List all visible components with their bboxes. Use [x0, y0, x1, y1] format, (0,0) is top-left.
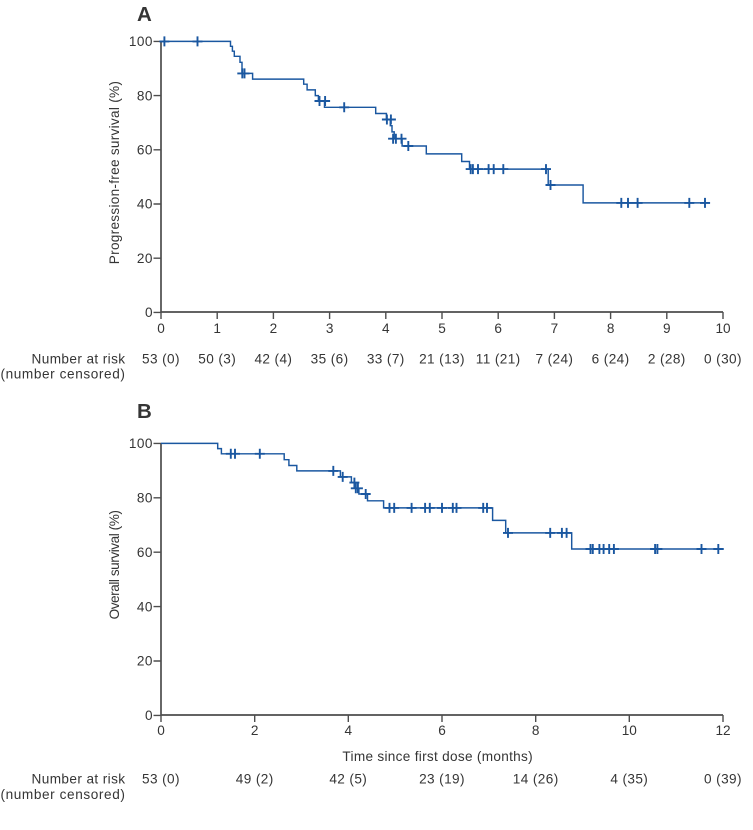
svg-text:100: 100 [129, 34, 153, 49]
svg-text:60: 60 [137, 545, 153, 560]
svg-text:49 (2): 49 (2) [236, 772, 274, 787]
svg-text:4: 4 [345, 723, 353, 738]
svg-text:40: 40 [137, 599, 153, 614]
svg-text:7 (24): 7 (24) [535, 352, 573, 367]
svg-text:Time since first dose (months): Time since first dose (months) [342, 749, 533, 764]
svg-text:8: 8 [607, 321, 615, 336]
svg-text:23 (19): 23 (19) [419, 772, 465, 787]
svg-text:0: 0 [145, 305, 153, 320]
svg-text:10: 10 [715, 321, 731, 336]
svg-text:12: 12 [715, 723, 730, 738]
svg-text:80: 80 [137, 88, 153, 103]
svg-text:6 (24): 6 (24) [592, 352, 630, 367]
svg-text:14 (26): 14 (26) [513, 772, 559, 787]
svg-text:2: 2 [251, 723, 259, 738]
svg-text:80: 80 [137, 491, 153, 506]
svg-text:Progression-free survival (%): Progression-free survival (%) [107, 81, 122, 264]
svg-text:4: 4 [382, 321, 390, 336]
svg-text:0 (39): 0 (39) [704, 772, 742, 787]
svg-text:53 (0): 53 (0) [142, 772, 180, 787]
svg-text:6: 6 [438, 723, 446, 738]
svg-text:20: 20 [137, 654, 153, 669]
svg-text:A: A [137, 3, 152, 26]
svg-text:35 (6): 35 (6) [311, 352, 349, 367]
svg-text:4 (35): 4 (35) [610, 772, 648, 787]
svg-text:40: 40 [137, 197, 153, 212]
svg-text:Overall survival (%): Overall survival (%) [107, 511, 122, 620]
svg-text:0: 0 [145, 708, 153, 723]
svg-text:2 (28): 2 (28) [648, 352, 686, 367]
svg-text:0: 0 [157, 321, 165, 336]
svg-text:42 (4): 42 (4) [254, 352, 292, 367]
svg-text:50 (3): 50 (3) [198, 352, 236, 367]
svg-text:60: 60 [137, 143, 153, 158]
svg-text:100: 100 [129, 436, 153, 451]
svg-text:9: 9 [663, 321, 671, 336]
svg-text:42 (5): 42 (5) [329, 772, 367, 787]
svg-text:5: 5 [438, 321, 446, 336]
svg-text:Number at risk: Number at risk [32, 352, 126, 367]
svg-text:0: 0 [157, 723, 165, 738]
svg-text:2: 2 [270, 321, 278, 336]
svg-text:11 (21): 11 (21) [476, 352, 521, 367]
svg-text:(number censored): (number censored) [0, 367, 125, 382]
svg-text:6: 6 [494, 321, 502, 336]
svg-text:Number at risk: Number at risk [32, 772, 126, 787]
svg-text:B: B [137, 400, 152, 423]
svg-text:10: 10 [622, 723, 638, 738]
svg-text:7: 7 [551, 321, 559, 336]
svg-text:1: 1 [213, 321, 221, 336]
svg-text:3: 3 [326, 321, 334, 336]
svg-text:53 (0): 53 (0) [142, 352, 180, 367]
svg-text:20: 20 [137, 251, 153, 266]
svg-text:21 (13): 21 (13) [419, 352, 465, 367]
svg-text:8: 8 [532, 723, 540, 738]
svg-text:0 (30): 0 (30) [704, 352, 742, 367]
svg-text:(number censored): (number censored) [0, 787, 125, 802]
svg-text:33 (7): 33 (7) [367, 352, 405, 367]
